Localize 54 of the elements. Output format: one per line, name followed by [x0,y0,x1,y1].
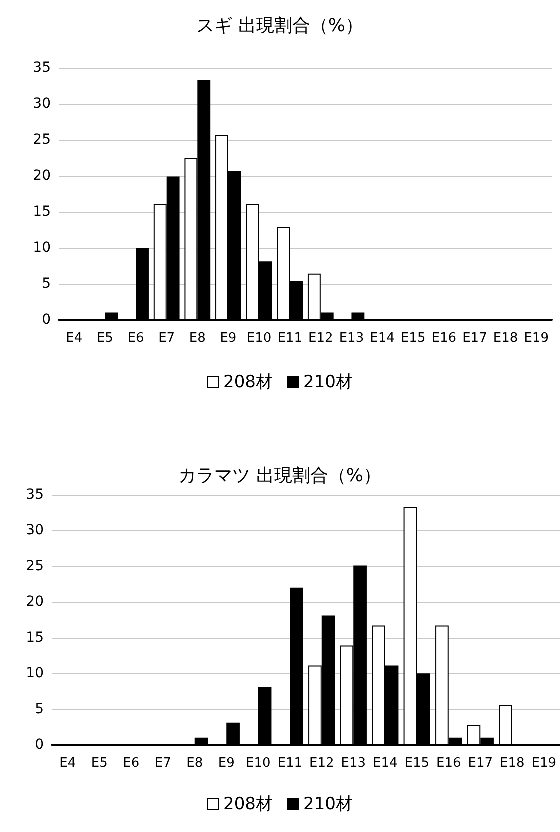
y-tick-label: 0 [35,737,44,753]
x-tick-label: E17 [462,331,488,346]
y-tick-label: 10 [33,240,51,256]
x-tick-label: E17 [468,756,494,771]
chart-title: カラマツ 出現割合（%） [178,466,382,486]
x-tick-label: E12 [308,331,334,346]
x-tick-label: E15 [400,331,426,346]
legend-label: 210材 [304,372,353,392]
x-tick-label: E10 [246,756,271,771]
y-tick-label: 15 [33,204,51,220]
y-tick-label: 10 [26,666,44,682]
y-tick-label: 15 [26,630,44,646]
y-tick-label: 5 [42,276,51,292]
x-tick-label: E10 [246,331,272,346]
legend-label: 208材 [224,372,274,392]
x-tick-label: E4 [60,756,76,771]
y-tick-label: 35 [33,60,51,76]
x-tick-label: E8 [186,756,204,771]
x-tick-label: E13 [341,756,366,771]
x-tick-label: E16 [432,331,457,346]
x-tick-label: E7 [158,331,176,346]
x-tick-label: E19 [532,756,557,771]
x-tick-label: E11 [278,756,303,771]
x-tick-label: E5 [96,331,114,346]
legend-label: 208材 [224,794,274,814]
x-tick-label: E5 [91,756,108,771]
x-tick-label: E4 [66,331,83,346]
legend-label: 210材 [304,794,353,814]
x-tick-label: E16 [436,756,462,771]
x-tick-label: E9 [218,756,235,771]
y-tick-label: 25 [26,558,44,574]
y-tick-label: 30 [26,522,44,539]
x-tick-label: E11 [278,331,302,346]
x-tick-label: E18 [500,756,525,771]
x-tick-label: E6 [123,756,140,771]
chart-title: スギ 出現割合（%） [196,16,364,36]
x-tick-label: E6 [128,331,144,346]
y-tick-label: 20 [26,594,44,610]
x-tick-label: E12 [309,756,334,771]
x-tick-label: E19 [524,331,549,346]
x-tick-label: E8 [189,331,206,346]
x-tick-label: E15 [404,756,430,771]
x-tick-label: E14 [372,756,398,771]
x-tick-label: E7 [154,756,172,771]
x-tick-label: E13 [339,331,364,346]
y-tick-label: 5 [35,701,44,718]
x-tick-label: E18 [493,331,518,346]
y-tick-label: 30 [33,96,51,112]
y-tick-label: 25 [33,132,51,148]
x-tick-label: E14 [370,331,395,346]
y-tick-label: 20 [33,168,51,184]
y-tick-label: 35 [26,487,44,503]
x-tick-label: E9 [220,331,237,346]
y-tick-label: 0 [42,312,51,328]
